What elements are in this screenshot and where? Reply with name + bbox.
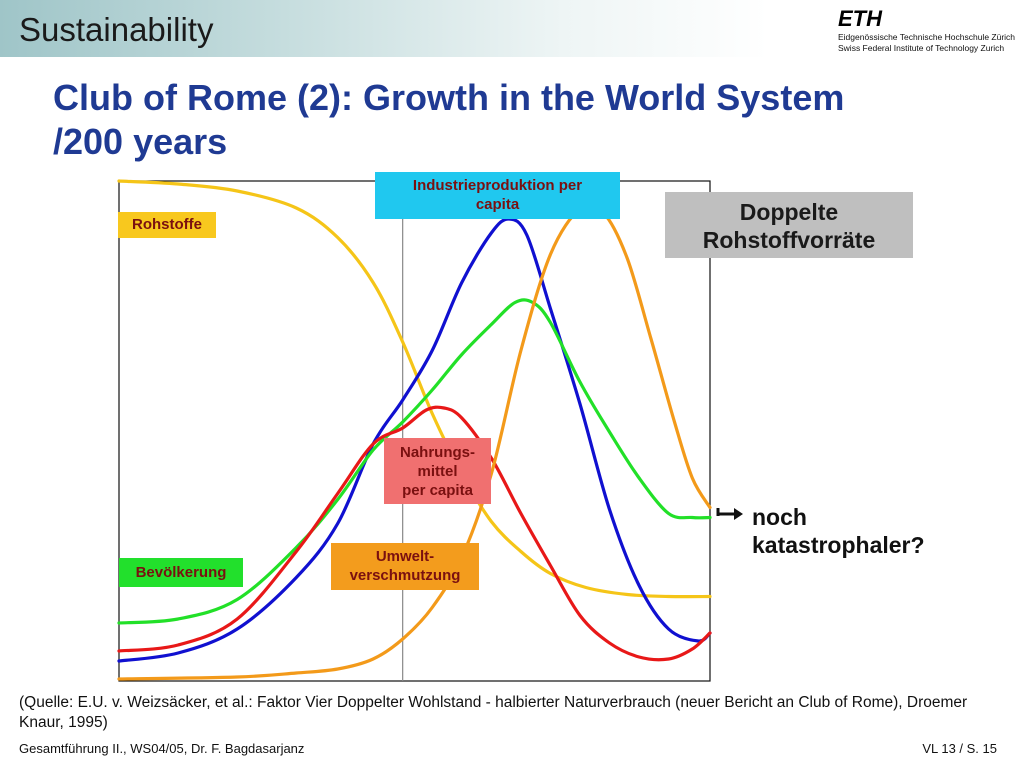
course-title: Sustainability — [19, 11, 214, 48]
slide-title: Club of Rome (2): Growth in the World Sy… — [53, 76, 993, 164]
eth-name-english: Swiss Federal Institute of Technology Zu… — [838, 43, 1005, 53]
label-industrie-line2: capita — [475, 196, 520, 213]
slide-title-line1: Club of Rome (2): Growth in the World Sy… — [53, 77, 845, 118]
series-line-bevoelkerung — [117, 298, 712, 625]
label-umwelt-line2: verschmutzung — [349, 567, 461, 584]
series-group — [117, 179, 712, 681]
noch-katastrophaler-text: noch katastrophaler? — [752, 503, 925, 559]
series-line-umweltverschmutzung — [117, 203, 712, 681]
series-line-nahrungsmittel — [117, 405, 712, 662]
footer-left: Gesamtführung II., WS04/05, Dr. F. Bagda… — [19, 741, 305, 756]
eth-logo: ETH — [838, 7, 883, 29]
label-nahrung-line2: mittel — [417, 463, 458, 480]
label-umweltverschmutzung: Umwelt- verschmutzung — [331, 543, 479, 590]
plot-frame — [118, 180, 711, 682]
label-nahrungsmittel: Nahrungs- mittel per capita — [384, 438, 491, 504]
series-line-industrieproduktion — [117, 217, 712, 663]
footer-page-number: VL 13 / S. 15 — [922, 741, 997, 756]
arrow-right-icon — [716, 508, 743, 520]
label-nahrung-line3: per capita — [402, 482, 473, 499]
noch-line1: noch — [752, 504, 807, 530]
label-bevoelkerung: Bevölkerung — [119, 558, 243, 587]
header-band — [0, 0, 1024, 57]
noch-line2: katastrophaler? — [752, 532, 925, 558]
label-rohstoffe: Rohstoffe — [118, 212, 216, 238]
label-industrie-line1: Industrieproduktion per — [412, 177, 583, 194]
label-nahrung-line1: Nahrungs- — [400, 444, 475, 461]
label-umwelt-line1: Umwelt- — [375, 548, 435, 565]
doppelte-line1: Doppelte — [739, 199, 839, 225]
slide-title-line2: /200 years — [53, 121, 228, 162]
doppelte-line2: Rohstoffvorräte — [702, 227, 876, 253]
source-citation: (Quelle: E.U. v. Weizsäcker, et al.: Fak… — [19, 694, 968, 731]
label-industrieproduktion: Industrieproduktion per capita — [375, 172, 620, 219]
svg-text:ETH: ETH — [838, 7, 883, 29]
doppelte-rohstoffvorraete-box: Doppelte Rohstoffvorräte — [665, 192, 913, 258]
eth-name-german: Eidgenössische Technische Hochschule Zür… — [838, 32, 1016, 42]
